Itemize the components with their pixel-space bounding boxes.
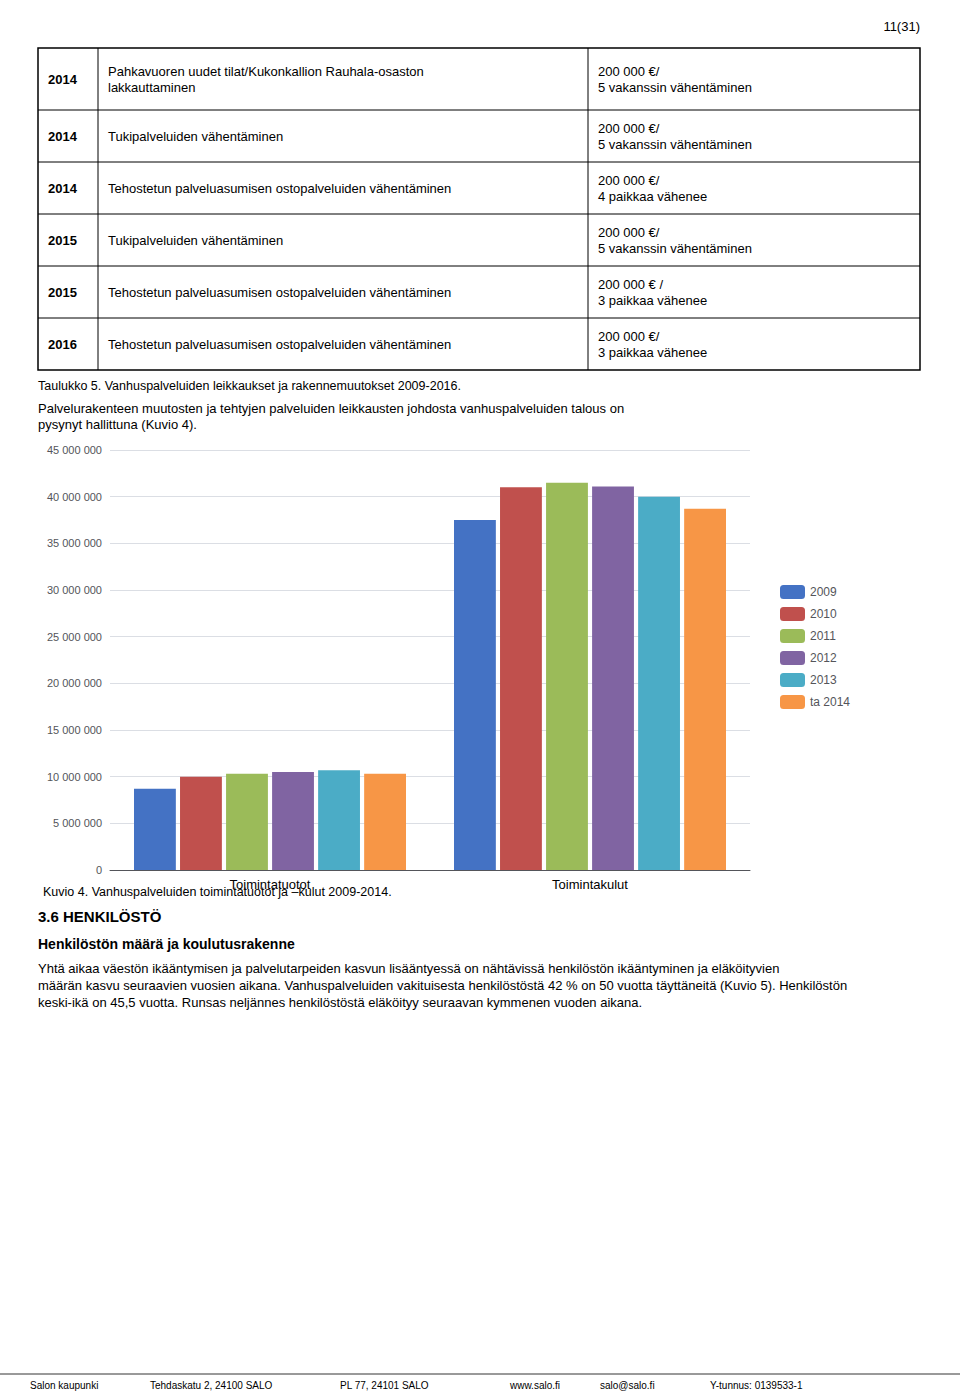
svg-text:salo@salo.fi: salo@salo.fi — [600, 1380, 655, 1391]
svg-text:Tukipalveluiden vähentäminen: Tukipalveluiden vähentäminen — [108, 129, 283, 144]
svg-text:Tehostetun palveluasumisen ost: Tehostetun palveluasumisen ostopalveluid… — [108, 337, 451, 352]
svg-text:määrän kasvu seuraavien vuosie: määrän kasvu seuraavien vuosien aikana. … — [38, 978, 851, 993]
svg-text:35 000 000: 35 000 000 — [47, 537, 102, 549]
svg-text:ta 2014: ta 2014 — [810, 695, 850, 709]
svg-text:5 000 000: 5 000 000 — [53, 817, 102, 829]
svg-text:Tehdaskatu 2, 24100 SALO: Tehdaskatu 2, 24100 SALO — [150, 1380, 273, 1391]
svg-text:5 vakanssin vähentäminen: 5 vakanssin vähentäminen — [598, 241, 752, 256]
svg-text:4 paikkaa vähenee: 4 paikkaa vähenee — [598, 189, 707, 204]
svg-text:0: 0 — [96, 864, 102, 876]
svg-text:2014: 2014 — [48, 72, 78, 87]
svg-text:200 000 €/: 200 000 €/ — [598, 64, 660, 79]
svg-text:15 000 000: 15 000 000 — [47, 724, 102, 736]
svg-text:2014: 2014 — [48, 129, 78, 144]
svg-text:40 000 000: 40 000 000 — [47, 491, 102, 503]
svg-text:keski-ikä on 45,5 vuotta. Runs: keski-ikä on 45,5 vuotta. Runsas neljänn… — [38, 995, 642, 1010]
svg-text:Y-tunnus: 0139533-1: Y-tunnus: 0139533-1 — [710, 1380, 803, 1391]
svg-text:Palvelurakenteen muutosten ja: Palvelurakenteen muutosten ja tehtyjen p… — [38, 401, 624, 416]
svg-text:Taulukko 5. Vanhuspalveluiden: Taulukko 5. Vanhuspalveluiden leikkaukse… — [38, 379, 461, 393]
svg-text:3.6 HENKILÖSTÖ: 3.6 HENKILÖSTÖ — [38, 908, 162, 925]
svg-text:200 000 €/: 200 000 €/ — [598, 173, 660, 188]
svg-text:2013: 2013 — [810, 673, 837, 687]
svg-text:200 000 €/: 200 000 €/ — [598, 121, 660, 136]
svg-text:Yhtä aikaa väestön ikääntymise: Yhtä aikaa väestön ikääntymisen ja palve… — [38, 961, 783, 976]
svg-text:Kuvio 4. Vanhuspalveluiden toi: Kuvio 4. Vanhuspalveluiden toimintatuoto… — [43, 885, 392, 899]
svg-text:2010: 2010 — [810, 607, 837, 621]
svg-text:2009: 2009 — [810, 585, 837, 599]
svg-text:2015: 2015 — [48, 233, 77, 248]
svg-text:30 000 000: 30 000 000 — [47, 584, 102, 596]
svg-text:Henkilöstön määrä ja koulutusr: Henkilöstön määrä ja koulutusrakenne — [38, 936, 295, 952]
svg-text:11(31): 11(31) — [883, 19, 920, 34]
svg-text:Tehostetun palveluasumisen ost: Tehostetun palveluasumisen ostopalveluid… — [108, 285, 451, 300]
svg-text:200 000 € /: 200 000 € / — [598, 277, 663, 292]
svg-text:10 000 000: 10 000 000 — [47, 771, 102, 783]
svg-text:200 000 €/: 200 000 €/ — [598, 225, 660, 240]
svg-text:2016: 2016 — [48, 337, 77, 352]
svg-text:Tukipalveluiden vähentäminen: Tukipalveluiden vähentäminen — [108, 233, 283, 248]
svg-text:2011: 2011 — [810, 629, 836, 643]
svg-text:Tehostetun palveluasumisen ost: Tehostetun palveluasumisen ostopalveluid… — [108, 181, 451, 196]
svg-text:20 000 000: 20 000 000 — [47, 677, 102, 689]
svg-text:45 000 000: 45 000 000 — [47, 444, 102, 456]
svg-text:PL 77, 24101 SALO: PL 77, 24101 SALO — [340, 1380, 429, 1391]
svg-text:2014: 2014 — [48, 181, 78, 196]
svg-text:lakkauttaminen: lakkauttaminen — [108, 80, 195, 95]
svg-text:5 vakanssin vähentäminen: 5 vakanssin vähentäminen — [598, 80, 752, 95]
svg-text:www.salo.fi: www.salo.fi — [509, 1380, 560, 1391]
svg-text:pysynyt hallittuna (Kuvio 4).: pysynyt hallittuna (Kuvio 4). — [38, 417, 197, 432]
svg-text:2012: 2012 — [810, 651, 837, 665]
svg-text:200 000 €/: 200 000 €/ — [598, 329, 660, 344]
svg-text:25 000 000: 25 000 000 — [47, 631, 102, 643]
svg-text:5 vakanssin vähentäminen: 5 vakanssin vähentäminen — [598, 137, 752, 152]
svg-text:Toimintakulut: Toimintakulut — [552, 877, 628, 892]
svg-text:2015: 2015 — [48, 285, 77, 300]
svg-text:Salon kaupunki: Salon kaupunki — [30, 1380, 98, 1391]
svg-text:Pahkavuoren uudet tilat/Kukonk: Pahkavuoren uudet tilat/Kukonkallion Rau… — [108, 64, 424, 79]
svg-text:3 paikkaa vähenee: 3 paikkaa vähenee — [598, 345, 707, 360]
svg-text:3 paikkaa vähenee: 3 paikkaa vähenee — [598, 293, 707, 308]
